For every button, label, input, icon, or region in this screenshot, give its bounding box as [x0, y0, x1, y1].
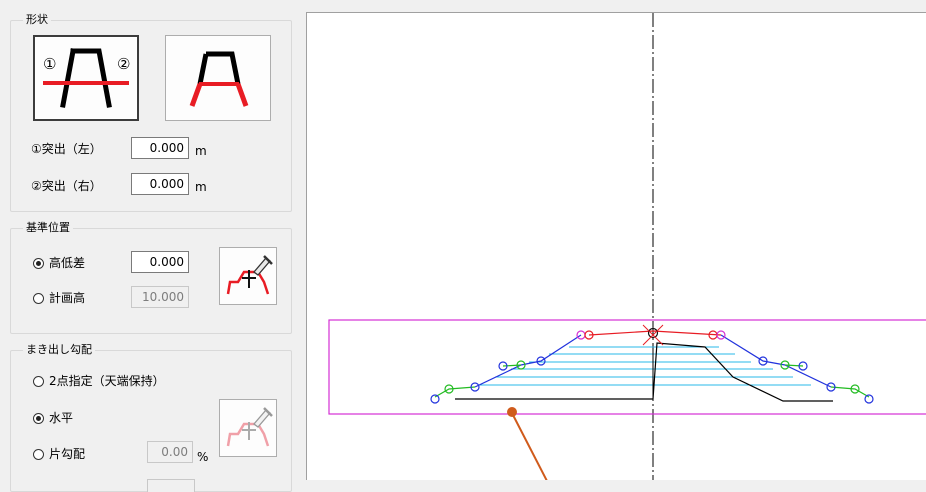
shape-protrusion-icon: ① ② — [43, 48, 130, 108]
height-diff-label: 高低差 — [49, 256, 86, 270]
cross-section-canvas[interactable] — [306, 12, 926, 480]
protrusion-left-input[interactable]: 0.000 — [131, 137, 189, 159]
protrusion-right-label: ②突出（右） — [31, 179, 102, 193]
single-slope-radio[interactable] — [33, 449, 44, 460]
plan-height-radio[interactable] — [33, 293, 44, 304]
reference-group: 基準位置 高低差 0.000 計画高 10.000 — [10, 221, 292, 334]
plan-height-label: 計画高 — [49, 291, 86, 305]
shape-with-protrusion-button[interactable]: ① ② — [33, 35, 139, 121]
single-slope-unit: % — [197, 450, 209, 464]
protrusion-left-label: ①突出（左） — [31, 142, 102, 156]
reference-group-title: 基準位置 — [23, 221, 73, 235]
shape-group: 形状 ① ② ①突出（左） 0.000 m ②突出（右） 0.000 m — [10, 13, 292, 212]
settings-panel: 形状 ① ② ①突出（左） 0.000 m ②突出（右） 0.000 m 基準位… — [0, 0, 300, 492]
horizontal-radio[interactable] — [33, 413, 44, 424]
cross-section-drawing — [328, 13, 926, 480]
pick-slope-button[interactable] — [219, 399, 277, 457]
two-point-label: 2点指定（天端保持） — [49, 374, 165, 388]
pick-slope-icon — [226, 407, 273, 447]
two-point-radio[interactable] — [33, 376, 44, 387]
height-diff-radio[interactable] — [33, 258, 44, 269]
protrusion-right-input[interactable]: 0.000 — [131, 173, 189, 195]
protrusion-right-unit: m — [195, 180, 207, 194]
shape-group-title: 形状 — [23, 13, 51, 27]
slope-group-title: まき出し勾配 — [23, 343, 95, 357]
single-slope-label: 片勾配 — [49, 447, 86, 461]
shape-normal-button[interactable] — [165, 35, 271, 121]
marker-2: ② — [117, 55, 130, 73]
slope-group: まき出し勾配 2点指定（天端保持） 水平 片勾配 0.00 % — [10, 343, 292, 492]
protrusion-left-unit: m — [195, 144, 207, 158]
shape-normal-icon — [189, 51, 249, 107]
pick-profile-icon — [226, 255, 273, 295]
single-slope-input[interactable]: 0.00 — [147, 441, 193, 463]
marker-1: ① — [43, 55, 56, 73]
annotation-dot — [507, 407, 517, 417]
plan-height-input[interactable]: 10.000 — [131, 286, 189, 308]
height-diff-input[interactable]: 0.000 — [131, 251, 189, 273]
pick-reference-button[interactable] — [219, 247, 277, 305]
horizontal-label: 水平 — [49, 411, 74, 425]
hidden-input — [147, 479, 195, 492]
